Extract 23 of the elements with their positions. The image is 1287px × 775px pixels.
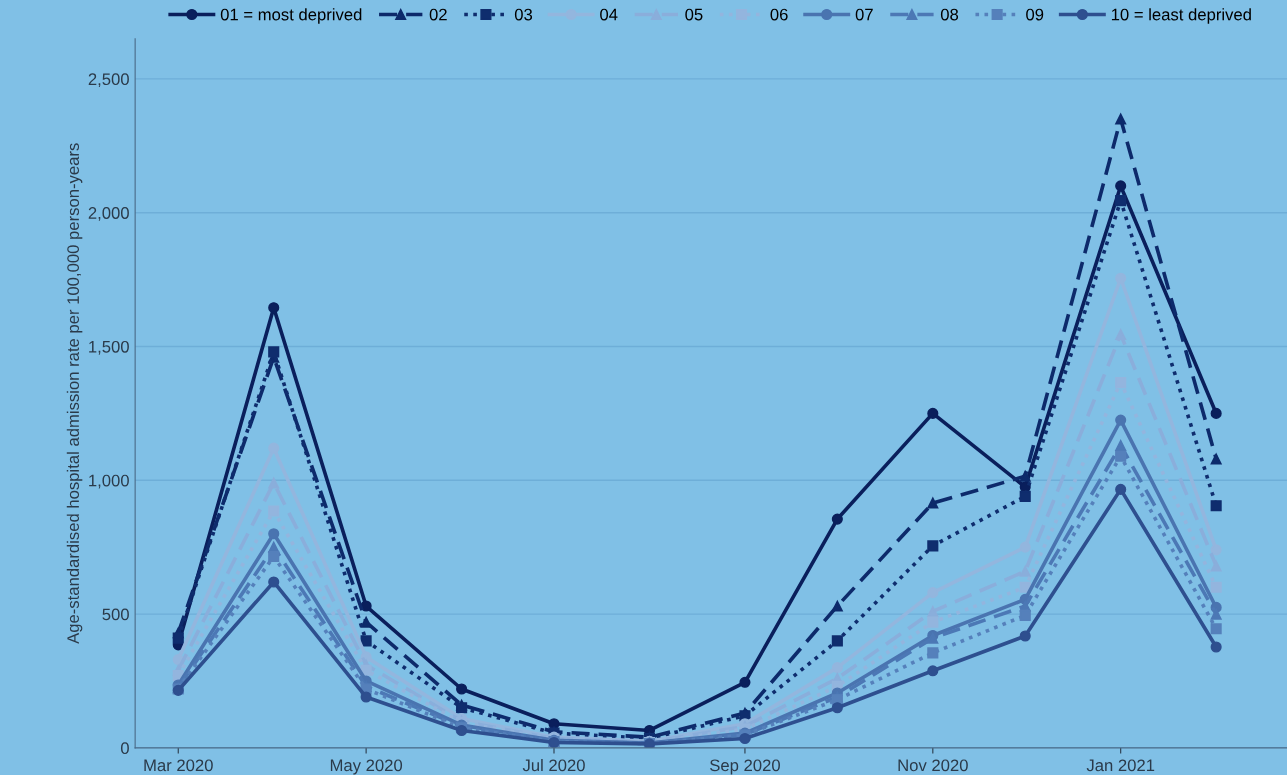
y-tick-label: 0 bbox=[120, 742, 129, 755]
y-tick-label: 500 bbox=[102, 608, 129, 621]
legend-label: 05 bbox=[685, 8, 703, 21]
x-tick-label: Mar 2020 bbox=[144, 759, 213, 772]
y-tick-label: 1,500 bbox=[89, 340, 129, 355]
legend-label: 08 bbox=[940, 8, 959, 21]
y-tick-label: 2,500 bbox=[88, 73, 129, 88]
x-tick-label: Jan 2021 bbox=[1086, 759, 1155, 772]
legend-label: 03 bbox=[514, 8, 533, 21]
x-tick-label: Jul 2020 bbox=[522, 758, 585, 772]
x-tick-label: May 2020 bbox=[330, 759, 403, 775]
legend-label: 02 bbox=[429, 8, 447, 21]
legend-label: 07 bbox=[855, 8, 873, 21]
y-tick-label: 2,000 bbox=[88, 207, 129, 221]
x-tick-label: Sep 2020 bbox=[710, 759, 780, 775]
legend-label: 09 bbox=[1026, 8, 1044, 21]
legend-label: 10 = least deprived bbox=[1111, 8, 1251, 24]
x-tick-label: Nov 2020 bbox=[898, 759, 968, 772]
legend-label: 04 bbox=[600, 8, 618, 21]
y-tick-label: 1,000 bbox=[89, 474, 129, 489]
y-axis-title: Age-standardised hospital admission rate per 100,000 person-years bbox=[66, 143, 83, 644]
legend-label: 01 = most deprived bbox=[220, 8, 362, 24]
legend-label: 06 bbox=[770, 8, 788, 21]
